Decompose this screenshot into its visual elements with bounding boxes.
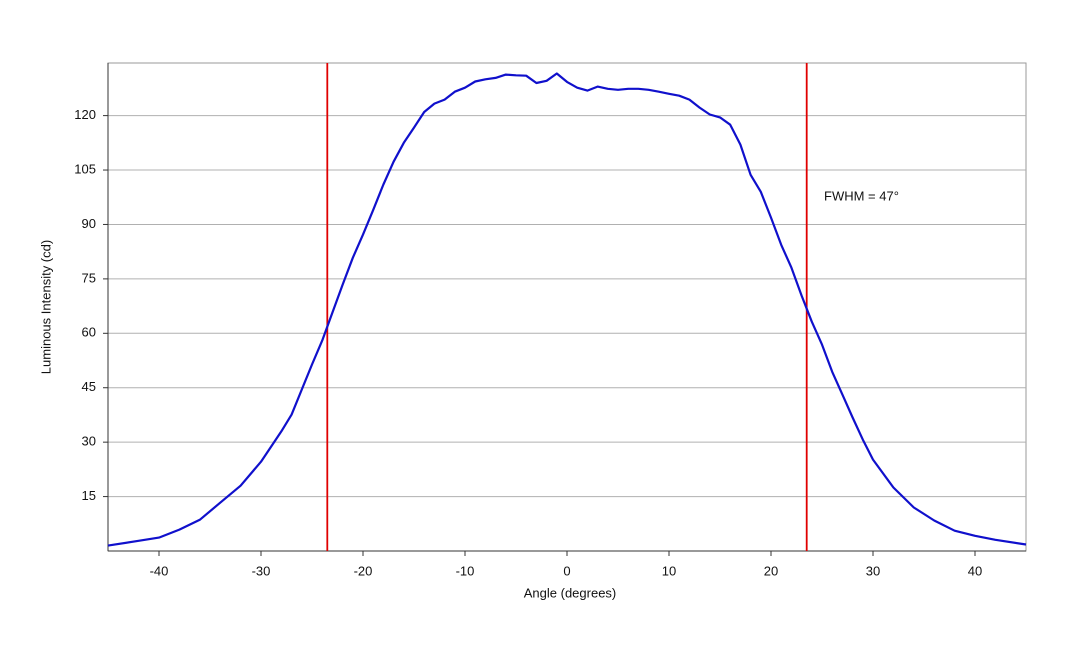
x-axis-label: Angle (degrees) [524, 585, 617, 600]
y-tick-label: 60 [82, 325, 96, 340]
plot-frame [107, 62, 1027, 552]
x-tick-label: -10 [456, 563, 475, 578]
y-tick-label: 105 [74, 161, 96, 176]
y-tick-label: 75 [82, 270, 96, 285]
y-tick-label: 45 [82, 379, 96, 394]
y-tick-label: 90 [82, 216, 96, 231]
y-tick-label: 30 [82, 434, 96, 449]
x-tick-label: 10 [662, 563, 676, 578]
x-tick-label: 0 [563, 563, 570, 578]
x-tick-label: 40 [968, 563, 982, 578]
x-tick-label: -20 [354, 563, 373, 578]
y-tick-label: 120 [74, 107, 96, 122]
y-axis-label: Luminous Intensity (cd) [38, 240, 53, 374]
data-line [107, 72, 1027, 547]
y-tick-label: 15 [82, 488, 96, 503]
x-tick-label: -30 [252, 563, 271, 578]
x-tick-label: -40 [150, 563, 169, 578]
x-tick-label: 30 [866, 563, 880, 578]
annotation: FWHM = 47° [824, 188, 899, 203]
x-tick-label: 20 [764, 563, 778, 578]
